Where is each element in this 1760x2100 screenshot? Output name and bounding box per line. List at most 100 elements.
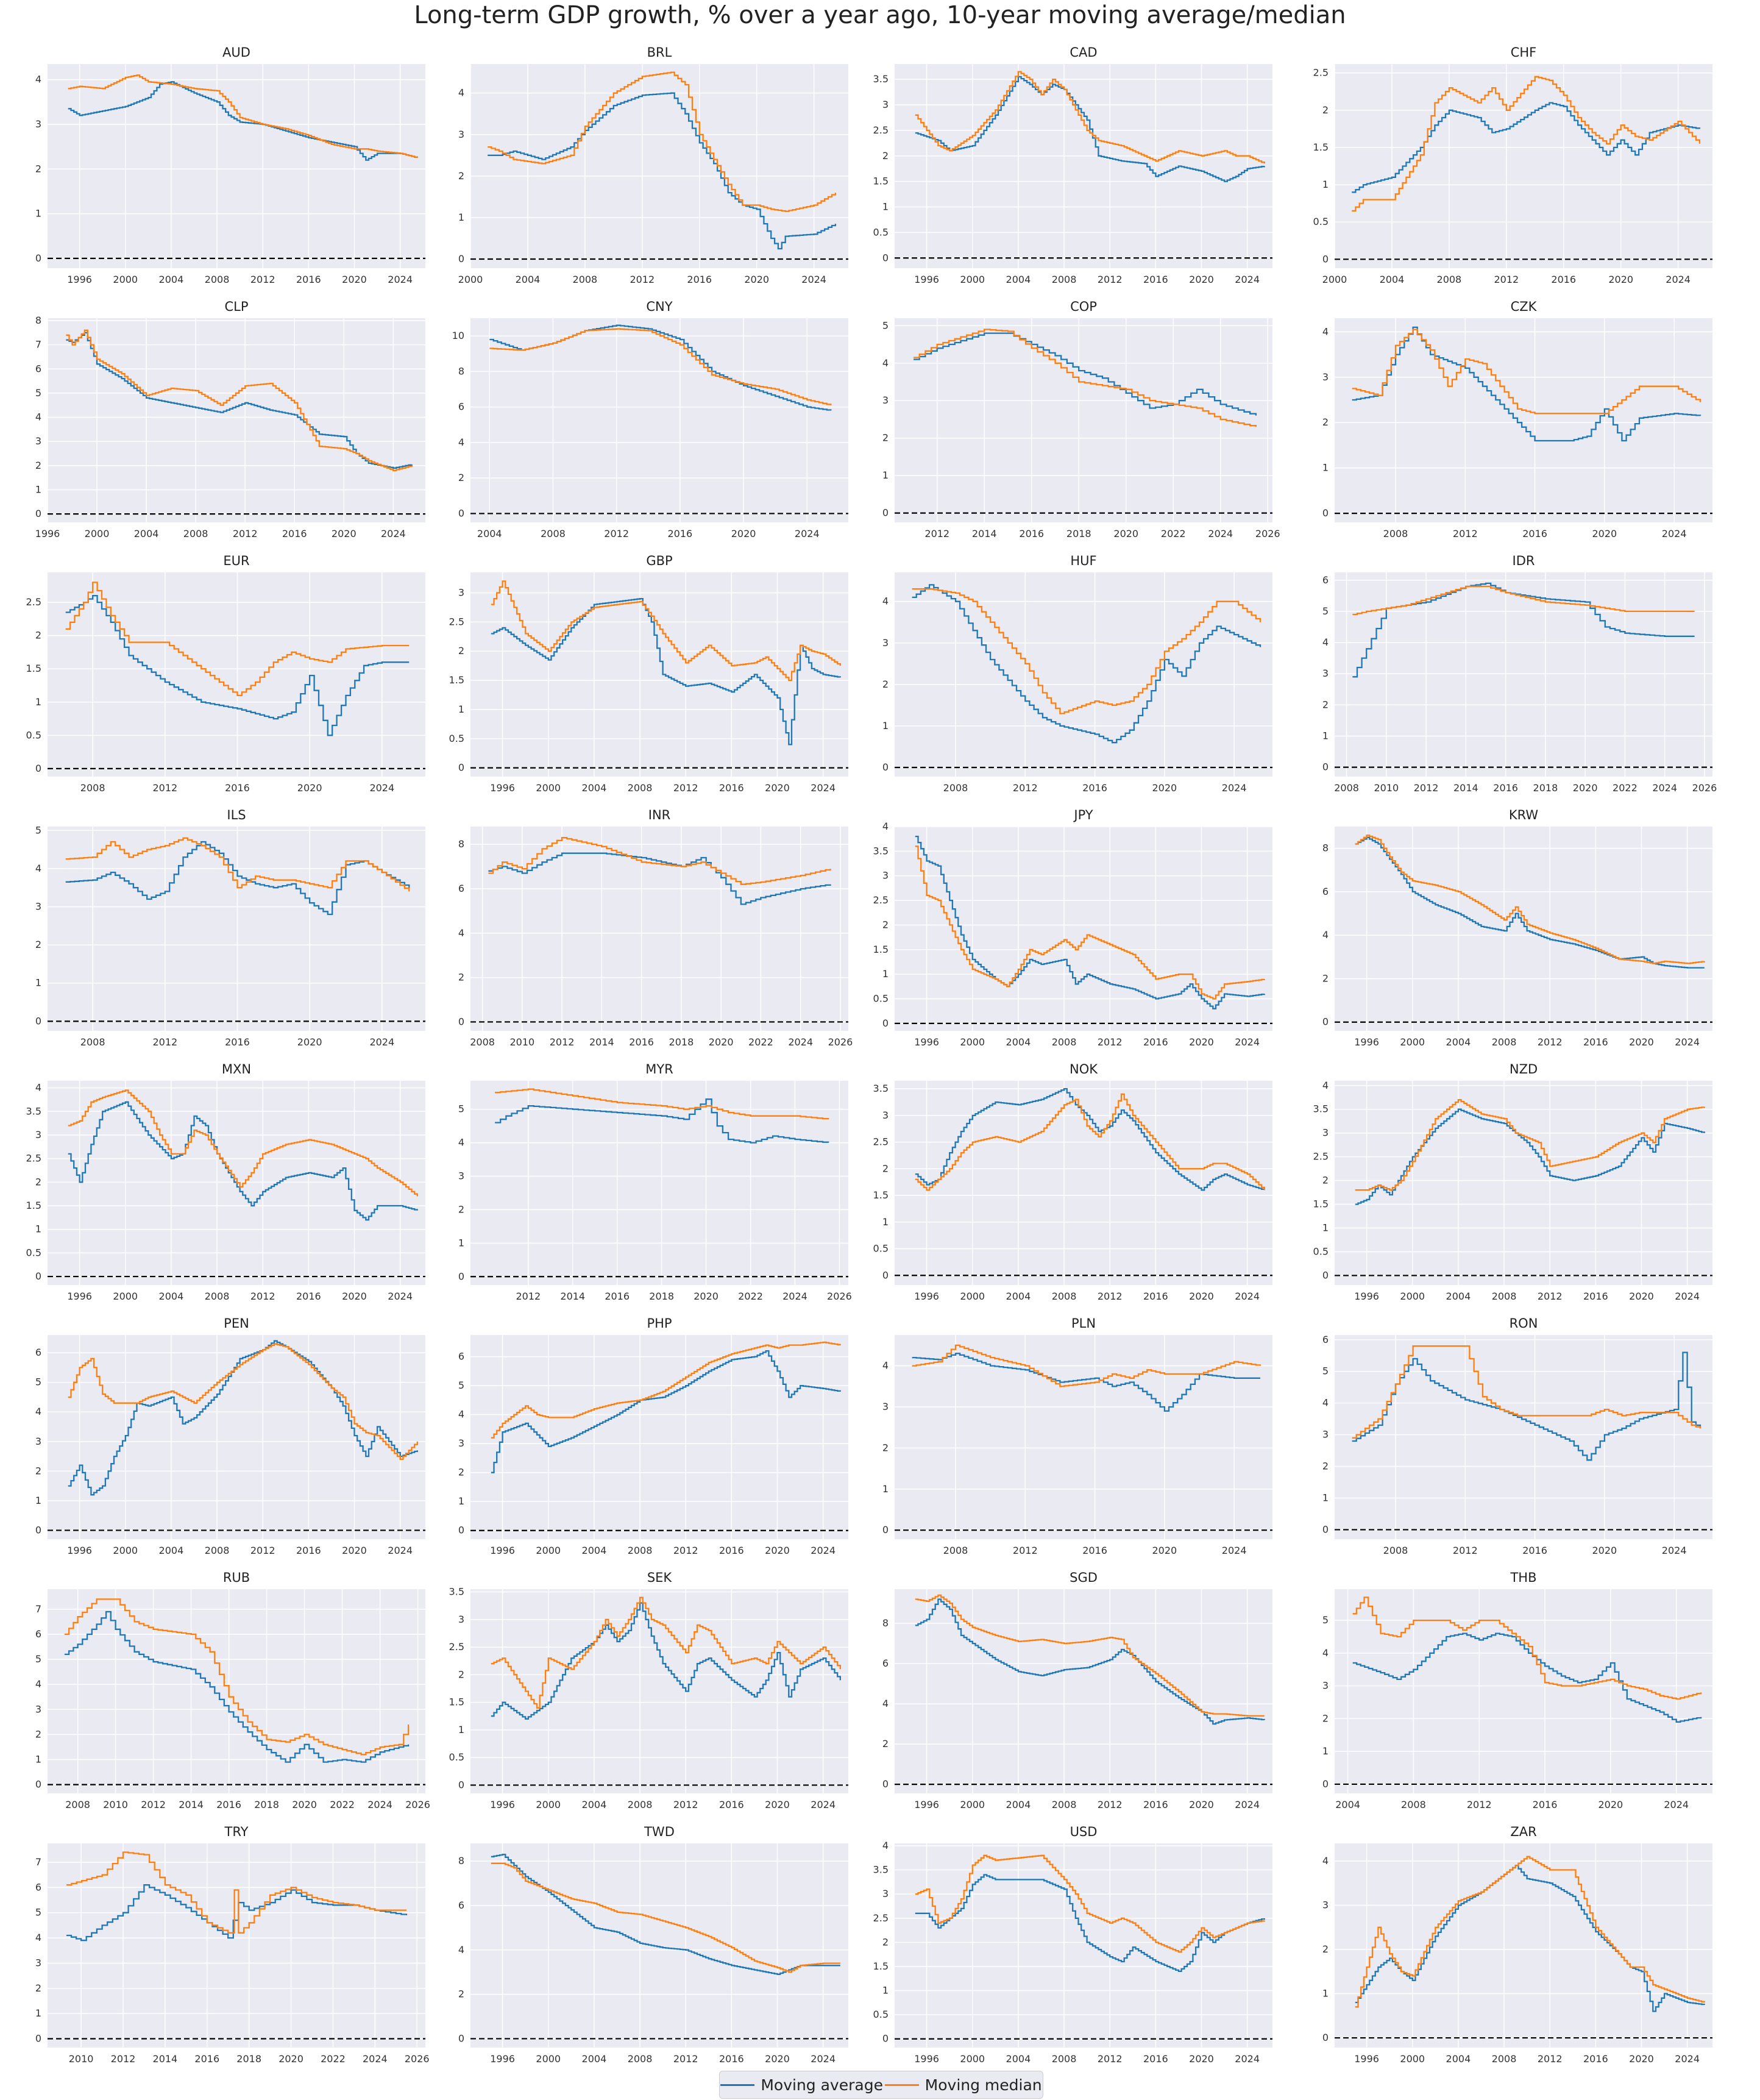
series-line-moving-average [1352, 102, 1701, 193]
x-tick-label: 2020 [1152, 782, 1177, 794]
x-tick-label: 2024 [1675, 2053, 1700, 2065]
series-line-moving-average [912, 584, 1261, 744]
x-tick-label: 2012 [673, 1799, 698, 1810]
y-tick-label: 3.5 [26, 1105, 41, 1117]
x-tick-label: 2012 [233, 528, 258, 539]
x-tick-label: 2026 [828, 1036, 853, 1048]
x-tick-label: 2024 [1235, 1799, 1260, 1810]
panel-myr: MYR 2012 2014 2016 2018 2020 2022 2024 2026 0 1 2 3 4… [458, 1062, 852, 1302]
y-tick-label: 3 [458, 1437, 464, 1449]
y-tick-label: 6 [458, 401, 464, 413]
x-tick-label: 2008 [1052, 1036, 1077, 1048]
panel-twd: TWD 1996 2000 2004 2008 2012 2016 2020 2024 0 2 4 6 8 [458, 1824, 848, 2065]
panel-title: NZD [1510, 1062, 1538, 1077]
y-tick-label: 1.5 [873, 1960, 889, 1972]
x-tick-label: 2000 [960, 274, 985, 285]
x-tick-label: 2008 [205, 274, 230, 285]
y-tick-label: 6 [882, 1657, 889, 1669]
y-tick-label: 2 [458, 170, 464, 182]
x-tick-label: 2020 [744, 274, 769, 285]
series-line-moving-average [915, 76, 1265, 182]
y-tick-label: 1.5 [1313, 141, 1329, 153]
x-tick-label: 2024 [1235, 274, 1260, 285]
x-tick-label: 2012 [1538, 1036, 1563, 1048]
y-tick-label: 1 [458, 1495, 464, 1507]
y-tick-label: 4 [35, 1082, 41, 1094]
y-tick-label: 2 [458, 472, 464, 483]
series-line-moving-median [495, 1088, 829, 1120]
x-tick-label: 2004 [1446, 2053, 1471, 2065]
y-tick-label: 2 [882, 919, 889, 930]
legend-label-moving-median: Moving median [924, 2076, 1042, 2094]
y-tick-label: 2 [35, 630, 41, 641]
series-line-moving-median [64, 1598, 410, 1756]
x-tick-label: 2020 [1608, 274, 1633, 285]
x-tick-label: 2004 [1006, 1036, 1031, 1048]
x-tick-label: 2024 [388, 1290, 413, 1302]
x-tick-label: 2008 [943, 1545, 968, 1556]
panel-title: RON [1510, 1316, 1538, 1331]
x-tick-label: 2012 [111, 2053, 136, 2065]
x-tick-label: 2020 [1592, 528, 1617, 539]
x-tick-label: 2004 [1446, 1290, 1471, 1302]
x-tick-label: 2020 [342, 274, 367, 285]
x-tick-label: 2020 [765, 1799, 790, 1810]
y-tick-label: 2 [35, 1982, 41, 1994]
y-tick-label: 6 [458, 1899, 464, 1911]
panel-background [1335, 64, 1712, 268]
x-tick-label: 2016 [1143, 1799, 1168, 1810]
x-tick-label: 2020 [332, 528, 357, 539]
y-tick-label: 2.5 [1313, 1151, 1329, 1162]
series-line-moving-average [66, 332, 413, 469]
x-tick-label: 2016 [1143, 2053, 1168, 2065]
y-tick-label: 0.5 [1313, 1245, 1329, 1257]
x-tick-label: 2016 [719, 782, 744, 794]
series-line-moving-average [1355, 836, 1705, 969]
x-tick-label: 1996 [67, 1290, 92, 1302]
panel-title: ILS [227, 808, 246, 822]
y-tick-label: 2 [882, 1738, 889, 1749]
x-tick-label: 2000 [113, 274, 138, 285]
y-tick-label: 3 [1322, 1680, 1329, 1692]
x-tick-label: 2020 [765, 1545, 790, 1556]
y-tick-label: 2.5 [873, 1136, 889, 1148]
y-tick-label: 0.5 [26, 729, 41, 741]
y-tick-label: 2 [458, 1988, 464, 2000]
panel-background [1335, 1843, 1712, 2048]
y-tick-label: 0 [35, 763, 41, 774]
y-tick-label: 2 [458, 645, 464, 657]
y-tick-label: 3 [882, 637, 889, 649]
panel-title: JPY [1073, 808, 1093, 822]
y-tick-label: 5 [1322, 1614, 1329, 1626]
y-tick-label: 10 [452, 330, 464, 341]
y-tick-label: 3 [882, 394, 889, 406]
y-tick-label: 4 [882, 357, 889, 369]
y-tick-label: 8 [458, 365, 464, 377]
panel-background [1335, 827, 1712, 1031]
y-tick-label: 2.5 [449, 1641, 464, 1653]
panel-cad: CAD 1996 2000 2004 2008 2012 2016 2020 2024 0 0.5 1… [873, 45, 1272, 285]
x-tick-label: 2024 [782, 1290, 807, 1302]
panel-krw: KRW 1996 2000 2004 2008 2012 2016 2020 2024 0 2 4 6 8 [1322, 808, 1712, 1048]
panel-title: NOK [1070, 1062, 1098, 1077]
x-tick-label: 2008 [1437, 274, 1462, 285]
y-tick-label: 4 [882, 1840, 889, 1851]
x-tick-label: 2024 [367, 1799, 392, 1810]
x-tick-label: 2018 [236, 2053, 261, 2065]
x-tick-label: 2000 [85, 528, 110, 539]
series-line-moving-average [488, 852, 831, 905]
y-tick-label: 1 [882, 1985, 889, 1996]
y-tick-label: 7 [35, 1856, 41, 1868]
x-tick-label: 2004 [1335, 1799, 1360, 1810]
x-tick-label: 2018 [1066, 528, 1091, 539]
y-tick-label: 5 [458, 1379, 464, 1391]
x-tick-label: 2020 [1629, 1290, 1654, 1302]
x-tick-label: 2016 [194, 2053, 219, 2065]
y-tick-label: 1 [882, 1216, 889, 1228]
x-tick-label: 1996 [1354, 1036, 1379, 1048]
y-tick-label: 6 [1322, 1334, 1329, 1345]
y-tick-label: 3 [35, 1957, 41, 1968]
panel-pen: PEN 1996 2000 2004 2008 2012 2016 2020 2024 0 1 2 3 4… [35, 1316, 425, 1556]
x-tick-label: 2024 [363, 2053, 388, 2065]
x-tick-label: 2012 [1098, 1036, 1123, 1048]
